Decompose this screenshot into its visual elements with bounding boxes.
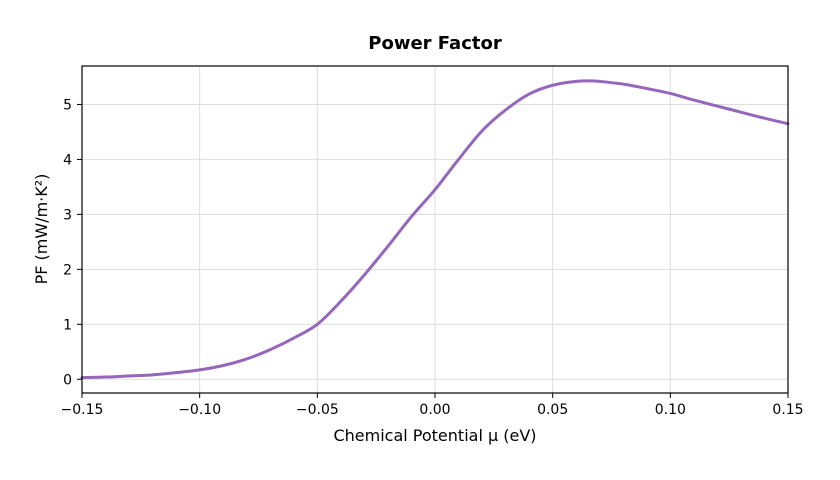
y-tick-label: 0 bbox=[63, 372, 72, 388]
x-axis: −0.15 −0.10 −0.05 0.00 0.05 0.10 0.15 bbox=[61, 393, 804, 418]
y-tick-label: 5 bbox=[63, 97, 72, 113]
x-tick-label: 0.00 bbox=[419, 402, 450, 418]
x-tick-label: 0.05 bbox=[537, 402, 568, 418]
y-tick-label: 1 bbox=[63, 317, 72, 333]
series-layer bbox=[80, 79, 790, 380]
y-tick-label: 4 bbox=[63, 152, 72, 168]
x-tick-label: −0.05 bbox=[296, 402, 339, 418]
x-axis-label: Chemical Potential μ (eV) bbox=[333, 426, 536, 445]
series-line-0 bbox=[80, 79, 790, 380]
chart-title: Power Factor bbox=[368, 33, 502, 54]
grid bbox=[81, 66, 789, 393]
x-tick-label: −0.10 bbox=[178, 402, 221, 418]
y-axis-label: PF (mW/m·K²) bbox=[32, 174, 51, 285]
y-axis: 0 1 2 3 4 5 bbox=[63, 97, 82, 388]
x-tick-label: 0.10 bbox=[655, 402, 686, 418]
x-tick-label: −0.15 bbox=[61, 402, 104, 418]
y-tick-label: 3 bbox=[63, 207, 72, 223]
x-tick-label: 0.15 bbox=[772, 402, 803, 418]
y-tick-label: 2 bbox=[63, 262, 72, 278]
